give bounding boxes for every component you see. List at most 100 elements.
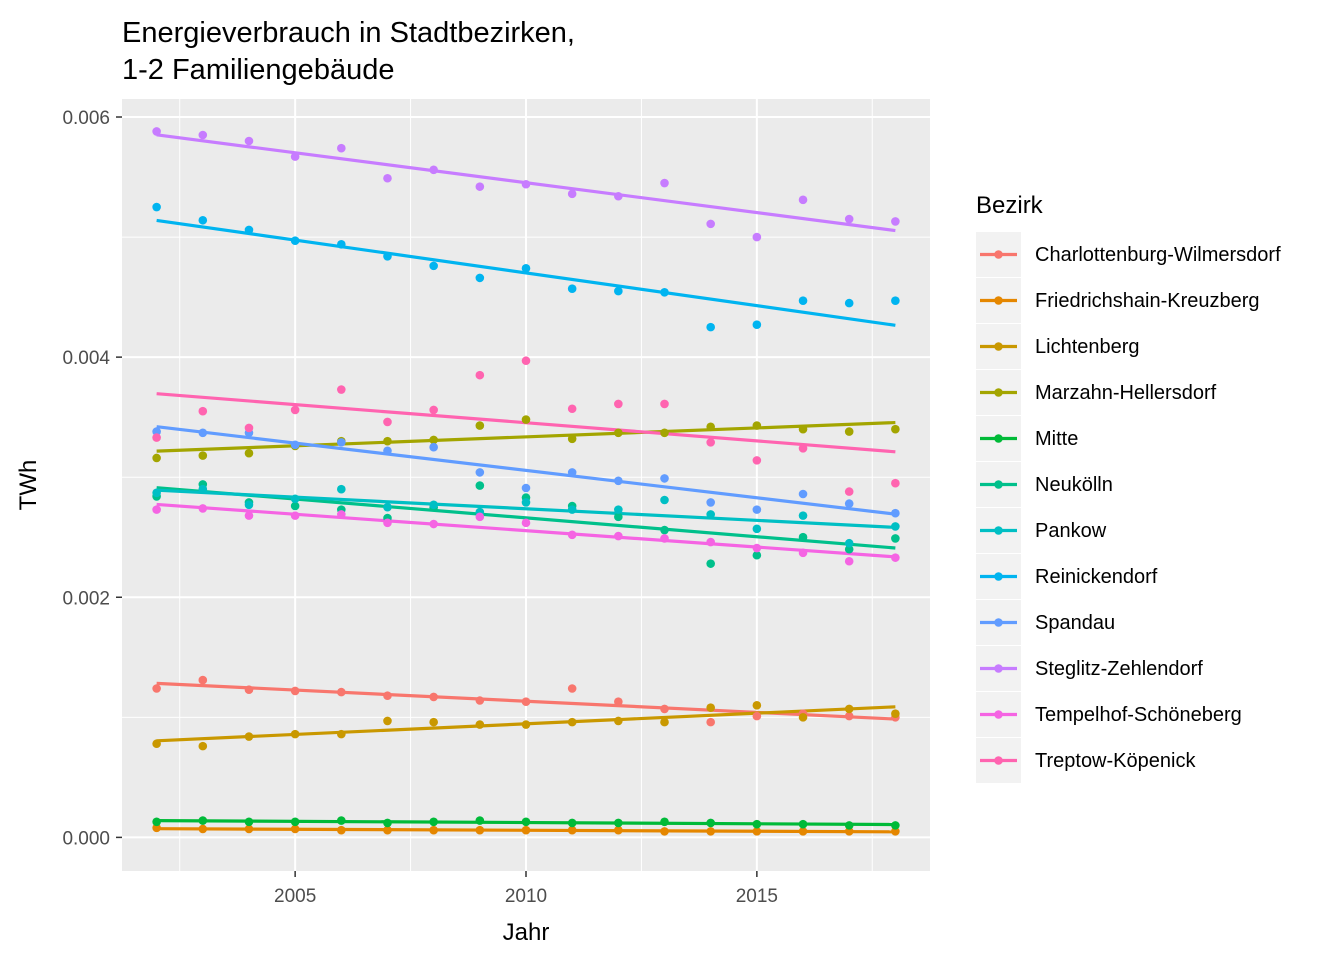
data-point	[290, 729, 300, 739]
data-point	[198, 504, 208, 513]
data-point	[383, 818, 392, 828]
data-point	[660, 495, 669, 505]
legend-title: Bezirk	[976, 192, 1044, 219]
data-point	[290, 824, 300, 834]
x-axis-title: Jahr	[503, 919, 550, 946]
data-point	[891, 522, 900, 531]
data-point	[290, 494, 300, 504]
data-point	[429, 717, 438, 727]
data-point	[198, 406, 208, 416]
data-point	[383, 173, 392, 183]
data-point	[891, 553, 900, 562]
data-point	[567, 468, 577, 477]
legend-label: Steglitz-Zehlendorf	[1035, 658, 1203, 680]
data-point	[660, 827, 669, 836]
data-point	[152, 505, 161, 514]
legend-key-point	[994, 710, 1003, 719]
data-point	[706, 510, 715, 519]
data-point	[429, 500, 438, 510]
data-point	[844, 487, 854, 496]
data-point	[752, 456, 762, 465]
legend-label: Neukölln	[1035, 474, 1113, 496]
data-point	[752, 819, 762, 829]
data-point	[244, 685, 254, 695]
data-point	[383, 691, 392, 701]
legend-key-point	[994, 526, 1003, 535]
data-point	[198, 215, 208, 225]
data-point	[798, 444, 808, 453]
data-point	[567, 684, 577, 693]
data-point	[567, 717, 577, 727]
data-point	[383, 716, 392, 726]
legend-label: Spandau	[1035, 612, 1115, 634]
data-point	[752, 550, 762, 560]
legend: Bezirk Charlottenburg-Wilmersdorf Friedri…	[976, 192, 1281, 783]
data-point	[521, 179, 531, 189]
data-point	[706, 703, 715, 713]
data-point	[383, 417, 392, 427]
legend-label: Reinickendorf	[1035, 566, 1158, 588]
data-point	[521, 825, 531, 835]
data-point	[752, 543, 762, 553]
data-point	[337, 239, 346, 249]
data-point	[614, 428, 623, 438]
y-tick-label: 0.002	[62, 588, 110, 609]
data-point	[660, 525, 669, 535]
legend-key-point	[994, 434, 1003, 443]
data-point	[290, 511, 300, 520]
data-point	[429, 261, 438, 271]
data-point	[152, 127, 161, 136]
data-point	[798, 296, 808, 306]
data-point	[567, 818, 577, 828]
data-point	[798, 532, 808, 542]
data-point	[844, 827, 854, 836]
data-point	[244, 824, 254, 834]
data-point	[844, 427, 854, 436]
data-point	[798, 827, 808, 836]
data-point	[660, 534, 669, 543]
data-point	[475, 182, 485, 191]
data-point	[706, 827, 715, 836]
data-point	[706, 559, 715, 568]
data-point	[891, 478, 900, 488]
data-point	[198, 451, 208, 460]
data-point	[660, 288, 669, 297]
data-point	[198, 130, 208, 140]
data-point	[844, 711, 854, 721]
legend-label: Pankow	[1035, 520, 1107, 542]
data-points	[152, 127, 900, 836]
data-point	[475, 825, 485, 835]
data-point	[614, 697, 623, 707]
data-point	[429, 519, 438, 529]
data-point	[152, 427, 161, 436]
data-point	[429, 165, 438, 175]
data-point	[152, 684, 161, 693]
data-point	[798, 511, 808, 520]
data-point	[521, 518, 531, 528]
data-point	[337, 729, 346, 739]
data-point	[152, 823, 161, 833]
data-point	[891, 217, 900, 226]
data-point	[244, 225, 254, 235]
data-point	[337, 484, 346, 494]
data-point	[706, 818, 715, 828]
data-point	[475, 273, 485, 283]
data-point	[614, 512, 623, 522]
data-point	[290, 501, 300, 511]
data-point	[706, 717, 715, 727]
data-point	[475, 512, 485, 522]
data-point	[614, 505, 623, 514]
data-point	[475, 421, 485, 430]
data-point	[660, 704, 669, 714]
trend-line	[156, 502, 896, 559]
data-point	[383, 825, 392, 835]
legend-key-point	[994, 572, 1003, 581]
data-point	[614, 476, 623, 486]
data-point	[429, 442, 438, 452]
data-point	[198, 816, 208, 825]
legend-label: Tempelhof-Schöneberg	[1035, 704, 1242, 726]
data-point	[752, 701, 762, 710]
data-point	[429, 692, 438, 702]
data-point	[660, 178, 669, 188]
data-point	[891, 534, 900, 543]
